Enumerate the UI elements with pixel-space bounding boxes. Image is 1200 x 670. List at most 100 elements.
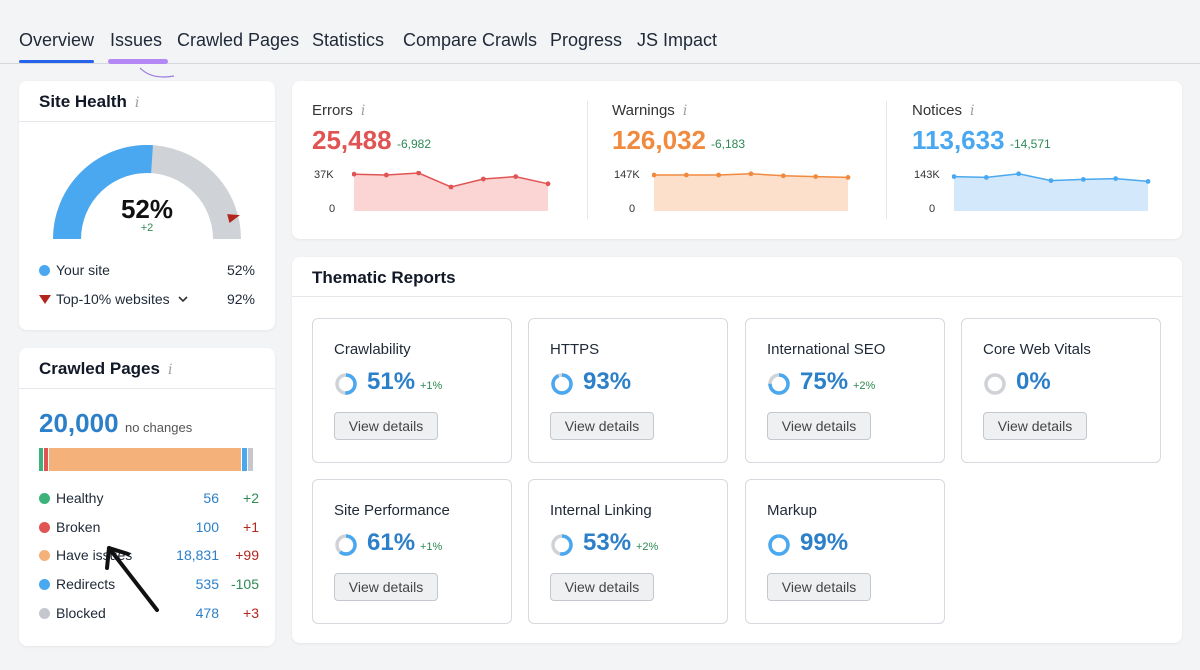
view-details-button[interactable]: View details [983, 412, 1087, 440]
tab-statistics[interactable]: Statistics [312, 30, 385, 50]
row-label: Redirects [56, 576, 116, 592]
view-details-button[interactable]: View details [550, 573, 654, 601]
info-icon[interactable]: i [360, 103, 366, 119]
tab-overview[interactable]: Overview [19, 30, 95, 63]
gauge-fill [53, 145, 153, 240]
status-dot-icon [39, 578, 50, 590]
tab-hover-indicator [108, 59, 168, 64]
report-percent[interactable]: 93% [583, 368, 632, 395]
row-value[interactable]: 478 [195, 605, 219, 621]
report-name[interactable]: International SEO [767, 341, 886, 358]
divider [292, 296, 1182, 297]
axis-top-label: 143K [914, 169, 940, 181]
bar-segment-blocked[interactable] [248, 448, 253, 471]
crawled-pages-title: Crawled Pages [39, 359, 160, 378]
bar-segment-redirects[interactable] [241, 448, 248, 471]
metric-delta: -6,982 [397, 137, 432, 151]
sparkline-chart [352, 171, 551, 211]
sparkline-point [748, 171, 754, 177]
report-name[interactable]: Core Web Vitals [983, 341, 1091, 358]
report-name[interactable]: Site Performance [334, 502, 450, 519]
ring-fill [768, 373, 790, 395]
report-card-core-web-vitals: Core Web Vitals 0% View details [961, 318, 1161, 463]
crawled-row-healthy[interactable]: Healthy 56 +2 [39, 490, 259, 510]
report-percent[interactable]: 99% [800, 529, 849, 556]
sparkline-point [780, 173, 786, 179]
progress-ring-icon [551, 373, 573, 395]
report-percent[interactable]: 0% [1016, 368, 1051, 395]
sparkline-point [352, 171, 357, 177]
report-percent[interactable]: 53% [583, 529, 632, 556]
bar-segment-broken[interactable] [44, 448, 49, 471]
report-name[interactable]: Internal Linking [550, 502, 652, 519]
report-name[interactable]: Markup [767, 502, 818, 519]
view-details-button[interactable]: View details [767, 573, 871, 601]
sparkline-point [416, 171, 422, 176]
bar-segment-have-issues[interactable] [49, 448, 241, 471]
metric-value[interactable]: 113,633 [912, 125, 1005, 155]
row-label: Healthy [56, 490, 104, 506]
sparkline-chart [952, 171, 1151, 211]
ring-fill [335, 534, 357, 556]
metric-label-text: Notices [912, 102, 963, 119]
report-delta: +2% [853, 380, 876, 392]
info-icon[interactable]: i [134, 95, 140, 111]
row-value[interactable]: 535 [195, 576, 219, 592]
progress-ring-icon [768, 373, 790, 395]
sparkline-point [1113, 176, 1119, 181]
view-details-button[interactable]: View details [550, 412, 654, 440]
report-percent[interactable]: 61% [367, 529, 416, 556]
metric-value[interactable]: 25,488 [312, 125, 392, 155]
tab-compare-crawls[interactable]: Compare Crawls [403, 30, 538, 50]
report-name[interactable]: HTTPS [550, 341, 600, 358]
crawled-row-blocked[interactable]: Blocked 478 +3 [39, 605, 259, 625]
view-details-button[interactable]: View details [334, 573, 438, 601]
row-label: Blocked [56, 605, 106, 621]
sparkline-point [716, 172, 722, 178]
progress-ring-icon [768, 534, 790, 556]
crawled-pages-total[interactable]: 20,000 [39, 408, 119, 438]
row-label: Broken [56, 519, 101, 535]
divider [19, 388, 275, 389]
divider [587, 101, 588, 219]
progress-ring-icon [551, 534, 573, 556]
legend-value: 92% [226, 291, 255, 307]
ring-track [984, 373, 1006, 395]
row-value[interactable]: 18,831 [176, 547, 219, 563]
status-dot-icon [39, 549, 50, 561]
info-icon[interactable]: i [167, 362, 173, 378]
report-delta: +2% [636, 541, 659, 553]
sparkline-point [448, 184, 454, 190]
tab-crawled-pages[interactable]: Crawled Pages [177, 30, 300, 50]
row-value[interactable]: 56 [203, 490, 219, 506]
report-percent[interactable]: 51% [367, 368, 416, 395]
bar-segment-healthy[interactable] [39, 448, 44, 471]
axis-zero-label: 0 [929, 203, 936, 215]
info-icon[interactable]: i [682, 103, 688, 119]
sparkline-chart [652, 171, 851, 211]
sparkline-point [545, 181, 551, 187]
ring-fill [551, 373, 573, 395]
crawled-row-redirects[interactable]: Redirects 535 -105 [39, 576, 259, 596]
row-value[interactable]: 100 [195, 519, 219, 535]
view-details-button[interactable]: View details [334, 412, 438, 440]
tab-js-impact[interactable]: JS Impact [637, 30, 718, 50]
metric-label: Warnings i [612, 102, 687, 119]
tab-progress[interactable]: Progress [550, 30, 623, 50]
view-details-button[interactable]: View details [767, 412, 871, 440]
info-icon[interactable]: i [970, 103, 975, 119]
divider [19, 121, 275, 122]
progress-ring-icon [984, 373, 1006, 395]
progress-ring-icon [335, 373, 357, 395]
ring-fill [335, 373, 357, 395]
chevron-down-icon[interactable] [177, 294, 189, 304]
top10-marker-icon [227, 214, 240, 224]
report-percent[interactable]: 75% [800, 368, 849, 395]
report-name[interactable]: Crawlability [334, 341, 411, 358]
metric-value[interactable]: 126,032 [612, 125, 706, 155]
crawled-row-broken[interactable]: Broken 100 +1 [39, 519, 259, 539]
metric-delta: -6,183 [711, 137, 746, 151]
legend-top10: Top-10% websites 92% [39, 291, 255, 307]
tab-issues[interactable]: Issues [110, 30, 163, 50]
thematic-reports-title: Thematic Reports [312, 268, 456, 287]
